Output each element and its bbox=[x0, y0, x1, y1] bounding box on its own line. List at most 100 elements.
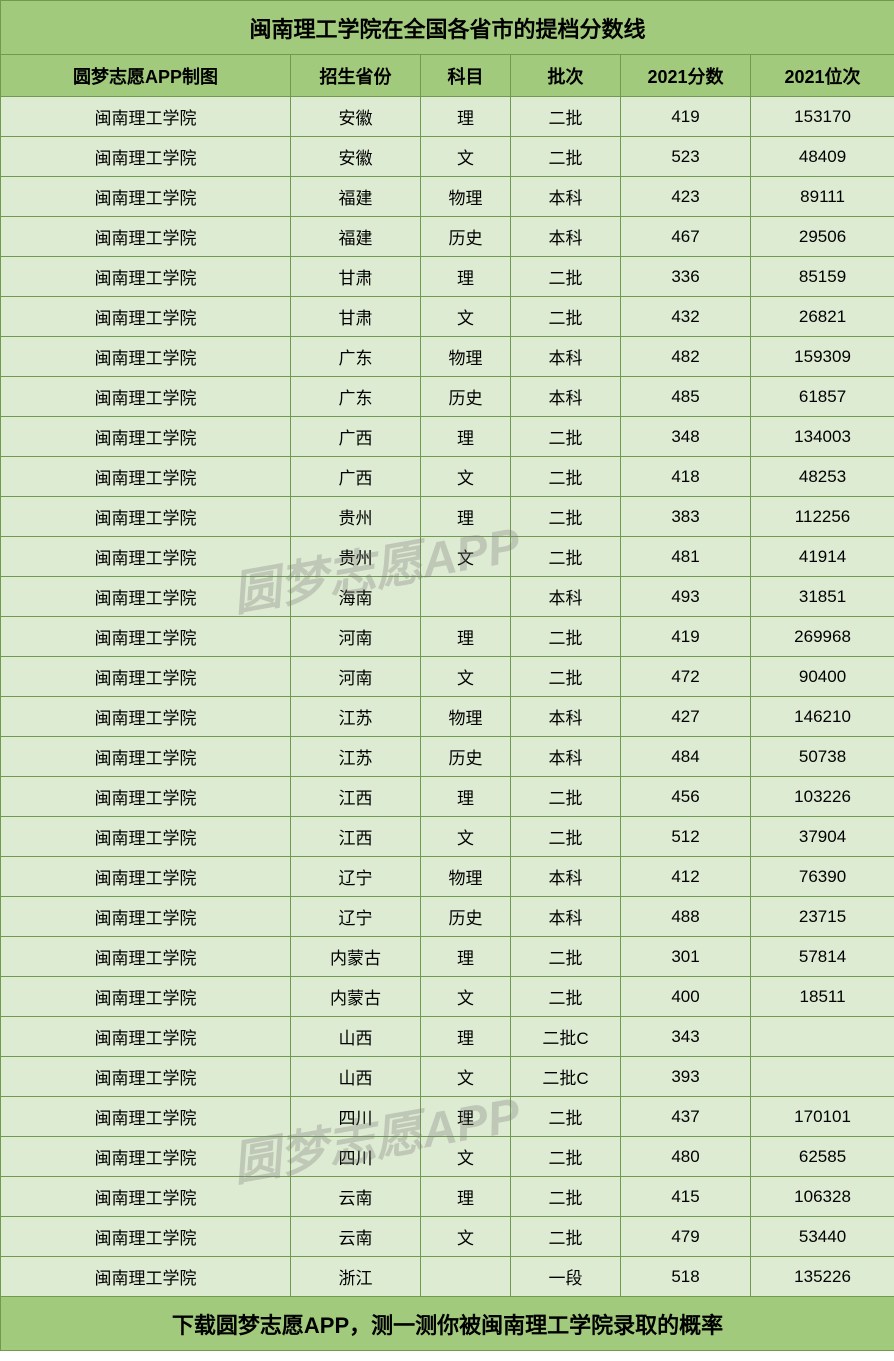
table-cell bbox=[421, 577, 511, 617]
table-cell: 二批 bbox=[511, 497, 621, 537]
table-cell: 闽南理工学院 bbox=[1, 1257, 291, 1297]
table-cell: 江苏 bbox=[291, 737, 421, 777]
table-cell: 闽南理工学院 bbox=[1, 697, 291, 737]
table-cell bbox=[751, 1017, 894, 1057]
table-cell: 484 bbox=[621, 737, 751, 777]
table-cell: 61857 bbox=[751, 377, 894, 417]
table-row: 闽南理工学院安徽文二批52348409 bbox=[1, 137, 894, 177]
table-row: 闽南理工学院广西理二批348134003 bbox=[1, 417, 894, 457]
table-cell: 135226 bbox=[751, 1257, 894, 1297]
table-cell: 二批 bbox=[511, 137, 621, 177]
table-cell: 301 bbox=[621, 937, 751, 977]
table-cell: 理 bbox=[421, 257, 511, 297]
table-cell: 二批 bbox=[511, 537, 621, 577]
table-cell: 62585 bbox=[751, 1137, 894, 1177]
table-cell: 二批 bbox=[511, 297, 621, 337]
table-cell: 本科 bbox=[511, 377, 621, 417]
table-cell: 29506 bbox=[751, 217, 894, 257]
table-cell: 闽南理工学院 bbox=[1, 217, 291, 257]
table-cell: 理 bbox=[421, 937, 511, 977]
table-cell: 广西 bbox=[291, 417, 421, 457]
table-row: 闽南理工学院山西文二批C393 bbox=[1, 1057, 894, 1097]
table-cell: 二批 bbox=[511, 657, 621, 697]
table-cell: 485 bbox=[621, 377, 751, 417]
table-cell: 山西 bbox=[291, 1017, 421, 1057]
table-cell: 170101 bbox=[751, 1097, 894, 1137]
table-row: 闽南理工学院内蒙古文二批40018511 bbox=[1, 977, 894, 1017]
table-cell: 闽南理工学院 bbox=[1, 537, 291, 577]
table-cell: 理 bbox=[421, 777, 511, 817]
table-cell: 广西 bbox=[291, 457, 421, 497]
table-row: 闽南理工学院贵州文二批48141914 bbox=[1, 537, 894, 577]
table-cell: 河南 bbox=[291, 617, 421, 657]
table-cell: 412 bbox=[621, 857, 751, 897]
table-row: 闽南理工学院广东物理本科482159309 bbox=[1, 337, 894, 377]
table-cell: 文 bbox=[421, 817, 511, 857]
table-cell: 本科 bbox=[511, 177, 621, 217]
table-cell: 419 bbox=[621, 97, 751, 137]
table-cell: 闽南理工学院 bbox=[1, 657, 291, 697]
table-cell: 物理 bbox=[421, 857, 511, 897]
table-cell: 二批 bbox=[511, 97, 621, 137]
table-cell: 闽南理工学院 bbox=[1, 1217, 291, 1257]
col-header-batch: 批次 bbox=[511, 55, 621, 97]
table-cell: 文 bbox=[421, 457, 511, 497]
table-cell: 甘肃 bbox=[291, 297, 421, 337]
table-cell: 福建 bbox=[291, 177, 421, 217]
table-row: 闽南理工学院福建历史本科46729506 bbox=[1, 217, 894, 257]
table-cell: 物理 bbox=[421, 697, 511, 737]
table-row: 闽南理工学院辽宁历史本科48823715 bbox=[1, 897, 894, 937]
table-row: 闽南理工学院辽宁物理本科41276390 bbox=[1, 857, 894, 897]
table-cell: 贵州 bbox=[291, 497, 421, 537]
table-row: 闽南理工学院河南文二批47290400 bbox=[1, 657, 894, 697]
table-cell: 辽宁 bbox=[291, 897, 421, 937]
table-cell: 物理 bbox=[421, 177, 511, 217]
table-cell: 二批 bbox=[511, 777, 621, 817]
table-cell: 50738 bbox=[751, 737, 894, 777]
table-cell: 31851 bbox=[751, 577, 894, 617]
table-cell: 闽南理工学院 bbox=[1, 857, 291, 897]
table-cell: 理 bbox=[421, 417, 511, 457]
table-cell: 闽南理工学院 bbox=[1, 457, 291, 497]
table-cell: 418 bbox=[621, 457, 751, 497]
table-cell: 云南 bbox=[291, 1177, 421, 1217]
table-cell: 二批 bbox=[511, 417, 621, 457]
table-cell: 53440 bbox=[751, 1217, 894, 1257]
table-cell: 393 bbox=[621, 1057, 751, 1097]
table-cell: 闽南理工学院 bbox=[1, 1097, 291, 1137]
table-cell: 90400 bbox=[751, 657, 894, 697]
table-row: 闽南理工学院云南文二批47953440 bbox=[1, 1217, 894, 1257]
table-cell: 文 bbox=[421, 657, 511, 697]
col-header-score: 2021分数 bbox=[621, 55, 751, 97]
table-cell: 二批 bbox=[511, 1217, 621, 1257]
table-cell bbox=[421, 1257, 511, 1297]
table-cell: 427 bbox=[621, 697, 751, 737]
table-cell: 广东 bbox=[291, 377, 421, 417]
col-header-name: 圆梦志愿APP制图 bbox=[1, 55, 291, 97]
table-cell: 二批 bbox=[511, 977, 621, 1017]
table-cell: 文 bbox=[421, 1057, 511, 1097]
table-cell: 480 bbox=[621, 1137, 751, 1177]
table-cell: 理 bbox=[421, 497, 511, 537]
table-cell: 闽南理工学院 bbox=[1, 137, 291, 177]
table-row: 闽南理工学院安徽理二批419153170 bbox=[1, 97, 894, 137]
table-cell: 400 bbox=[621, 977, 751, 1017]
title-row: 闽南理工学院在全国各省市的提档分数线 bbox=[1, 1, 894, 55]
table-cell: 146210 bbox=[751, 697, 894, 737]
table-row: 闽南理工学院浙江一段518135226 bbox=[1, 1257, 894, 1297]
table-cell: 闽南理工学院 bbox=[1, 297, 291, 337]
table-cell: 闽南理工学院 bbox=[1, 1137, 291, 1177]
table-cell: 二批 bbox=[511, 817, 621, 857]
table-cell: 二批 bbox=[511, 617, 621, 657]
table-cell: 488 bbox=[621, 897, 751, 937]
table-cell: 理 bbox=[421, 617, 511, 657]
table-cell: 18511 bbox=[751, 977, 894, 1017]
table-cell: 269968 bbox=[751, 617, 894, 657]
table-cell: 文 bbox=[421, 137, 511, 177]
header-row: 圆梦志愿APP制图 招生省份 科目 批次 2021分数 2021位次 bbox=[1, 55, 894, 97]
table-cell: 文 bbox=[421, 1217, 511, 1257]
table-cell: 423 bbox=[621, 177, 751, 217]
table-cell: 河南 bbox=[291, 657, 421, 697]
table-cell: 472 bbox=[621, 657, 751, 697]
table-cell: 一段 bbox=[511, 1257, 621, 1297]
